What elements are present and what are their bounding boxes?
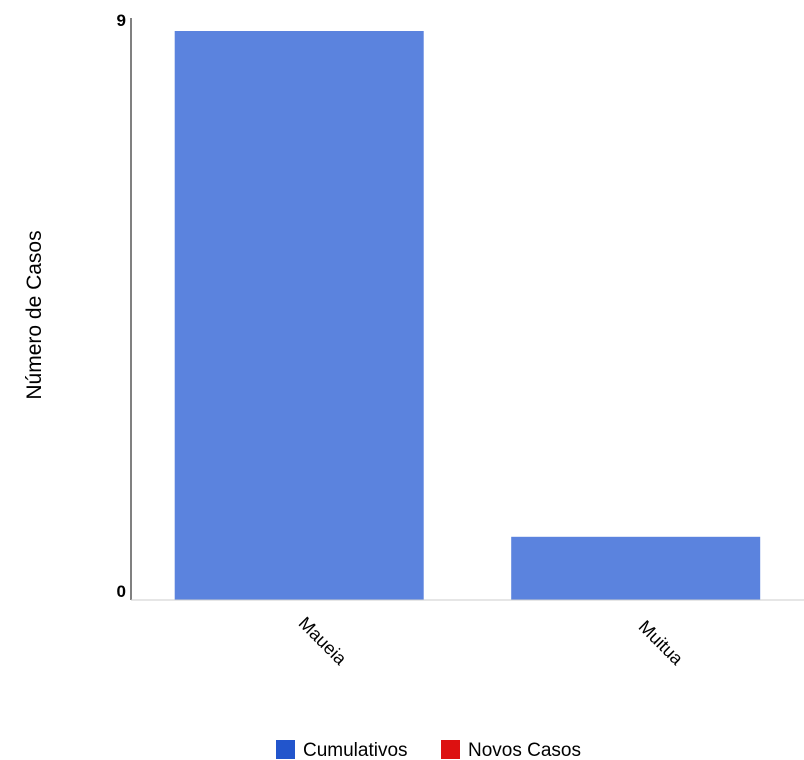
y-tick-label-max: 9 — [117, 11, 126, 30]
legend-swatch-cumulativos — [276, 740, 295, 759]
legend: Cumulativos Novos Casos — [276, 740, 581, 760]
x-tick-label-maueia: Maueia — [295, 613, 352, 670]
y-axis-title: Número de Casos — [23, 230, 46, 399]
x-tick-label-muitua: Muitua — [635, 616, 688, 669]
legend-label-cumulativos: Cumulativos — [303, 740, 408, 760]
x-tick-labels: Maueia Muitua — [295, 613, 688, 670]
bars-group — [174, 31, 761, 600]
legend-swatch-novos-casos — [441, 740, 460, 759]
bar-maueia — [174, 31, 424, 600]
y-tick-label-min: 0 — [117, 582, 126, 601]
bar-muitua — [511, 536, 761, 600]
legend-label-novos-casos: Novos Casos — [468, 740, 581, 760]
